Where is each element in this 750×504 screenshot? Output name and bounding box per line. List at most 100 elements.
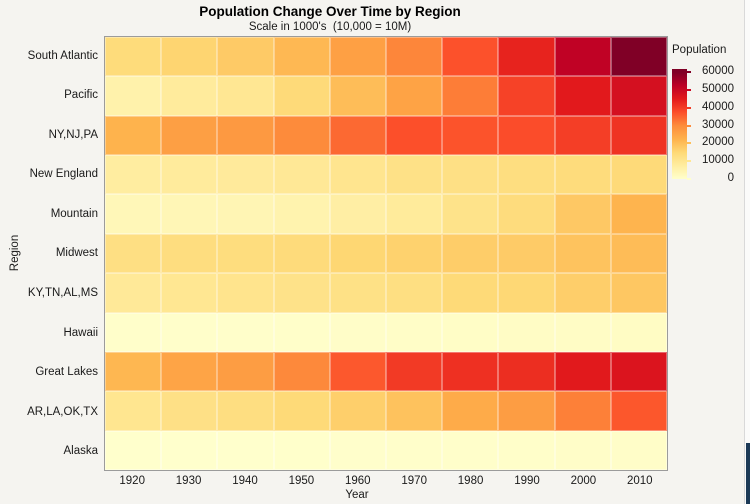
heatmap-cell[interactable] xyxy=(498,391,555,431)
heatmap-cell[interactable] xyxy=(386,351,443,392)
heatmap-cell[interactable] xyxy=(161,351,218,392)
heatmap-cell[interactable] xyxy=(498,76,555,116)
heatmap-cell[interactable] xyxy=(329,76,386,116)
heatmap-cell[interactable] xyxy=(105,115,162,156)
heatmap-cell[interactable] xyxy=(161,430,218,470)
heatmap-cell[interactable] xyxy=(161,233,218,274)
heatmap-cell[interactable] xyxy=(329,37,386,77)
heatmap-cell[interactable] xyxy=(498,312,555,352)
heatmap-cell[interactable] xyxy=(610,233,667,274)
heatmap-cell[interactable] xyxy=(273,312,330,352)
heatmap-cell[interactable] xyxy=(442,155,499,195)
heatmap-cell[interactable] xyxy=(161,391,218,431)
heatmap-cell[interactable] xyxy=(161,115,218,156)
heatmap-cell[interactable] xyxy=(329,273,386,313)
heatmap-cell[interactable] xyxy=(386,233,443,274)
heatmap-cell[interactable] xyxy=(554,37,611,77)
heatmap-cell[interactable] xyxy=(442,430,499,470)
heatmap-cell[interactable] xyxy=(386,76,443,116)
heatmap-cell[interactable] xyxy=(217,351,274,392)
heatmap-cell[interactable] xyxy=(161,76,218,116)
heatmap-cell[interactable] xyxy=(442,194,499,234)
heatmap-cell[interactable] xyxy=(610,391,667,431)
heatmap-cell[interactable] xyxy=(161,155,218,195)
heatmap-cell[interactable] xyxy=(386,430,443,470)
heatmap-cell[interactable] xyxy=(386,115,443,156)
heatmap-cell[interactable] xyxy=(610,312,667,352)
heatmap-cell[interactable] xyxy=(554,391,611,431)
heatmap-cell[interactable] xyxy=(161,194,218,234)
heatmap-cell[interactable] xyxy=(442,312,499,352)
heatmap-cell[interactable] xyxy=(386,391,443,431)
heatmap-cell[interactable] xyxy=(105,430,162,470)
heatmap-cell[interactable] xyxy=(386,312,443,352)
heatmap-cell[interactable] xyxy=(105,391,162,431)
heatmap-cell[interactable] xyxy=(329,233,386,274)
heatmap-cell[interactable] xyxy=(329,155,386,195)
heatmap-cell[interactable] xyxy=(610,76,667,116)
heatmap-cell[interactable] xyxy=(105,233,162,274)
heatmap-cell[interactable] xyxy=(442,391,499,431)
heatmap-cell[interactable] xyxy=(498,115,555,156)
heatmap-cell[interactable] xyxy=(386,37,443,77)
heatmap-cell[interactable] xyxy=(498,37,555,77)
heatmap-cell[interactable] xyxy=(273,37,330,77)
heatmap-cell[interactable] xyxy=(329,430,386,470)
heatmap-cell[interactable] xyxy=(498,155,555,195)
heatmap-cell[interactable] xyxy=(273,351,330,392)
heatmap-cell[interactable] xyxy=(329,351,386,392)
heatmap-cell[interactable] xyxy=(329,115,386,156)
heatmap-cell[interactable] xyxy=(217,76,274,116)
heatmap-cell[interactable] xyxy=(217,37,274,77)
heatmap-cell[interactable] xyxy=(554,115,611,156)
heatmap-cell[interactable] xyxy=(386,273,443,313)
heatmap-cell[interactable] xyxy=(386,155,443,195)
heatmap-cell[interactable] xyxy=(273,233,330,274)
heatmap-cell[interactable] xyxy=(554,312,611,352)
heatmap-cell[interactable] xyxy=(442,76,499,116)
heatmap-cell[interactable] xyxy=(105,194,162,234)
heatmap-cell[interactable] xyxy=(217,194,274,234)
heatmap-cell[interactable] xyxy=(161,37,218,77)
heatmap-cell[interactable] xyxy=(498,430,555,470)
heatmap-cell[interactable] xyxy=(442,37,499,77)
heatmap-cell[interactable] xyxy=(329,194,386,234)
heatmap-cell[interactable] xyxy=(273,76,330,116)
heatmap-cell[interactable] xyxy=(105,76,162,116)
heatmap-cell[interactable] xyxy=(442,351,499,392)
heatmap-cell[interactable] xyxy=(105,312,162,352)
heatmap-cell[interactable] xyxy=(105,273,162,313)
heatmap-cell[interactable] xyxy=(105,351,162,392)
heatmap-cell[interactable] xyxy=(442,115,499,156)
heatmap-cell[interactable] xyxy=(442,233,499,274)
heatmap-cell[interactable] xyxy=(217,155,274,195)
heatmap-cell[interactable] xyxy=(554,76,611,116)
heatmap-cell[interactable] xyxy=(161,273,218,313)
heatmap-cell[interactable] xyxy=(498,273,555,313)
heatmap-cell[interactable] xyxy=(273,194,330,234)
heatmap-cell[interactable] xyxy=(273,430,330,470)
heatmap-cell[interactable] xyxy=(217,312,274,352)
heatmap-cell[interactable] xyxy=(610,194,667,234)
heatmap-cell[interactable] xyxy=(329,391,386,431)
heatmap-cell[interactable] xyxy=(442,273,499,313)
heatmap-cell[interactable] xyxy=(273,391,330,431)
heatmap-cell[interactable] xyxy=(554,351,611,392)
heatmap-cell[interactable] xyxy=(610,430,667,470)
heatmap-cell[interactable] xyxy=(217,391,274,431)
heatmap-cell[interactable] xyxy=(217,273,274,313)
heatmap-cell[interactable] xyxy=(498,194,555,234)
heatmap-cell[interactable] xyxy=(610,115,667,156)
heatmap-cell[interactable] xyxy=(554,155,611,195)
heatmap-cell[interactable] xyxy=(329,312,386,352)
heatmap-cell[interactable] xyxy=(273,155,330,195)
heatmap-cell[interactable] xyxy=(554,233,611,274)
heatmap-cell[interactable] xyxy=(273,273,330,313)
heatmap-cell[interactable] xyxy=(554,430,611,470)
heatmap-cell[interactable] xyxy=(161,312,218,352)
heatmap-cell[interactable] xyxy=(610,155,667,195)
heatmap-cell[interactable] xyxy=(498,351,555,392)
heatmap-cell[interactable] xyxy=(273,115,330,156)
heatmap-cell[interactable] xyxy=(498,233,555,274)
heatmap-cell[interactable] xyxy=(217,233,274,274)
